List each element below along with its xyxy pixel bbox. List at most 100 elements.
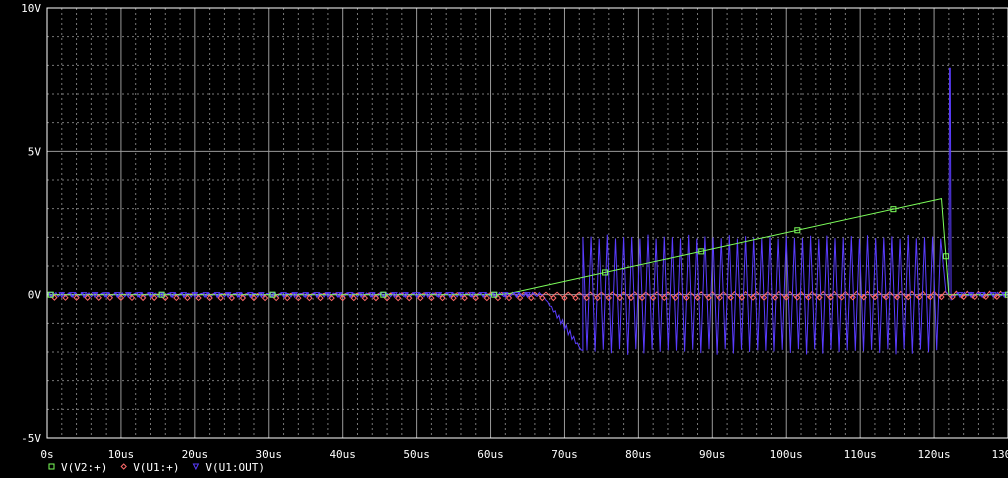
marker-v-u1-out (269, 292, 276, 299)
legend-marker-diamond (120, 463, 127, 470)
marker-v-u1-out (391, 292, 398, 299)
marker-v-u1-plus (805, 294, 812, 301)
x-tick-label: 80us (625, 448, 652, 461)
x-tick-label: 110us (844, 448, 877, 461)
marker-v-u1-out (202, 292, 210, 299)
marker-v-u1-plus (882, 293, 890, 301)
marker-v-u1-out (47, 292, 55, 299)
marker-v-u1-plus (816, 294, 823, 301)
marker-v-u1-plus (483, 294, 491, 302)
y-tick-label: 10V (21, 2, 41, 15)
marker-v-u1-out (324, 292, 332, 299)
marker-v-u1-out (435, 292, 443, 299)
marker-v-u1-out (468, 292, 476, 299)
marker-v-u1-plus (727, 294, 734, 301)
marker-v-u1-out (413, 292, 420, 299)
marker-v-u1-plus (150, 294, 158, 302)
marker-v-u1-plus (561, 294, 568, 302)
marker-v-u1-out (402, 292, 409, 299)
marker-v-u1-plus (539, 294, 546, 302)
marker-v-u1-plus (627, 294, 635, 302)
marker-v-u1-plus (128, 294, 136, 302)
marker-v-u1-plus (971, 293, 978, 301)
marker-v-u1-out (346, 292, 354, 299)
x-tick-label: 70us (551, 448, 578, 461)
marker-v-u1-plus (372, 294, 380, 302)
marker-v-u1-plus (295, 294, 302, 302)
marker-v-u1-out (457, 292, 465, 299)
marker-v-u1-plus (916, 293, 923, 301)
marker-v-u1-plus (417, 294, 424, 302)
marker-v-u1-out (91, 292, 99, 299)
legend-label: V(U1:+) (133, 461, 179, 474)
legend-marker-triangle (192, 463, 200, 471)
x-tick-label: 0s (40, 448, 53, 461)
marker-v-u1-plus (306, 294, 313, 302)
marker-v-u1-out (169, 292, 177, 299)
marker-v-u1-plus (195, 294, 202, 302)
marker-v-u1-out (989, 292, 997, 299)
marker-v-u1-out (302, 292, 310, 299)
marker-v-u1-plus (450, 294, 457, 302)
marker-v-u1-out (113, 292, 121, 299)
marker-v-u1-out (280, 292, 287, 299)
marker-v-u1-plus (261, 294, 269, 302)
marker-v-u1-plus (461, 294, 468, 302)
plot-frame (46, 7, 1008, 439)
marker-v-u1-out (513, 292, 520, 299)
x-tick-label: 30us (256, 448, 283, 461)
marker-v-v2-plus (942, 253, 949, 260)
marker-v-u1-plus (516, 294, 524, 302)
marker-v-u1-out (357, 292, 365, 299)
marker-v-u1-out (246, 292, 254, 299)
y-tick-labels: 10V 5V 0V -5V (21, 2, 41, 445)
marker-v-u1-plus (583, 294, 590, 302)
marker-v-u1-out (313, 292, 321, 299)
legend: V(V2:+) V(U1:+) V(U1:OUT) (48, 461, 265, 474)
marker-v-u1-plus (505, 294, 513, 302)
marker-v-u1-plus (794, 294, 801, 301)
marker-v-u1-plus (838, 294, 845, 301)
x-tick-label: 20us (182, 448, 209, 461)
marker-v-u1-out (80, 292, 88, 299)
marker-v-u1-out (102, 292, 110, 299)
marker-v-u1-plus (361, 294, 369, 302)
marker-v-u1-plus (284, 294, 291, 302)
marker-v-u1-plus (860, 294, 868, 301)
marker-v-v2-plus (602, 269, 609, 276)
marker-v-u1-plus (716, 294, 723, 301)
marker-v-u1-plus (960, 293, 967, 301)
legend-label: V(U1:OUT) (205, 461, 265, 474)
marker-v-v2-plus (491, 291, 498, 298)
x-tick-label: 90us (699, 448, 726, 461)
legend-marker-square (48, 463, 55, 470)
marker-v-u1-plus (849, 294, 856, 301)
marker-v-u1-plus (738, 294, 746, 301)
marker-v-u1-out (224, 292, 232, 299)
marker-v-u1-out (956, 292, 964, 299)
x-tick-labels: 0s 10us 20us 30us 40us 50us 60us 70us 80us 90us 10… (40, 448, 1008, 461)
marker-v-u1-out (446, 292, 454, 299)
marker-v-u1-out (368, 292, 376, 299)
marker-v-v2-plus (158, 291, 165, 298)
marker-v-u1-plus (317, 294, 324, 302)
marker-v-u1-plus (239, 294, 247, 302)
marker-v-v2-plus (1005, 291, 1008, 298)
y-tick-label: 5V (28, 145, 42, 158)
marker-v-u1-out (69, 292, 77, 299)
marker-v-u1-out (58, 292, 66, 299)
marker-v-u1-plus (649, 294, 657, 302)
marker-v-u1-plus (394, 294, 402, 302)
marker-v-v2-plus (269, 291, 276, 298)
x-tick-label: 40us (329, 448, 356, 461)
marker-v-u1-out (258, 292, 265, 299)
marker-v-u1-out (213, 292, 221, 299)
marker-v-v2-plus (380, 291, 387, 298)
marker-v-u1-plus (139, 294, 147, 302)
grid-minor (47, 8, 1008, 438)
marker-v-u1-plus (938, 293, 945, 301)
x-tick-label: 10us (108, 448, 135, 461)
legend-label: V(V2:+) (61, 461, 107, 474)
marker-v-v2-plus (794, 227, 801, 234)
marker-v-u1-plus (572, 294, 579, 302)
